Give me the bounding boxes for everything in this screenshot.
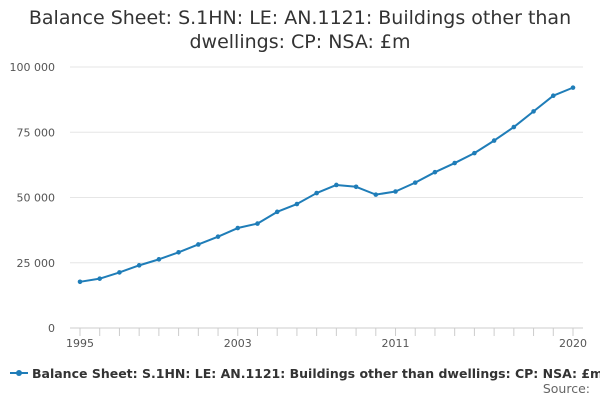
legend[interactable]: Balance Sheet: S.1HN: LE: AN.1121: Build…: [10, 364, 600, 382]
data-point[interactable]: [314, 190, 319, 196]
data-point[interactable]: [274, 209, 280, 215]
y-tick-label: 50 000: [17, 192, 56, 205]
data-point[interactable]: [570, 85, 576, 90]
series-line[interactable]: [79, 86, 574, 283]
y-tick-label: 75 000: [17, 126, 56, 139]
y-tick-label: 25 000: [17, 257, 56, 270]
data-point[interactable]: [255, 221, 260, 226]
legend-label: Balance Sheet: S.1HN: LE: AN.1121: Build…: [32, 365, 600, 381]
data-point[interactable]: [531, 109, 536, 114]
data-point[interactable]: [491, 138, 497, 143]
data-point[interactable]: [196, 242, 201, 247]
data-point[interactable]: [452, 160, 457, 166]
data-point[interactable]: [373, 192, 379, 197]
data-point[interactable]: [511, 124, 517, 130]
data-point[interactable]: [550, 93, 556, 99]
data-point[interactable]: [176, 250, 181, 255]
x-tick-label: 2003: [224, 337, 252, 350]
legend-swatch: [10, 370, 28, 376]
x-tick-label: 2020: [559, 337, 587, 350]
chart-title-line-1: Balance Sheet: S.1HN: LE: AN.1121: Build…: [28, 7, 572, 29]
data-point[interactable]: [77, 279, 83, 285]
chart-title-line-2: dwellings: CP: NSA: £m: [189, 31, 411, 53]
data-point[interactable]: [393, 189, 398, 194]
chart-title: Balance Sheet: S.1HN: LE: AN.1121: Build…: [0, 6, 600, 54]
data-point[interactable]: [136, 263, 142, 268]
data-point[interactable]: [472, 150, 477, 156]
data-point[interactable]: [412, 180, 418, 185]
x-tick-label: 1995: [66, 337, 94, 350]
x-tick-label: 2011: [382, 337, 410, 350]
data-point[interactable]: [235, 225, 241, 231]
y-tick-label: 0: [48, 322, 55, 335]
data-point[interactable]: [156, 257, 162, 262]
data-point[interactable]: [97, 276, 103, 281]
data-point[interactable]: [294, 201, 300, 207]
source-label: Source:: [542, 381, 590, 396]
data-point[interactable]: [215, 234, 221, 239]
data-point[interactable]: [353, 184, 359, 190]
y-tick-label: 100 000: [10, 61, 56, 74]
data-point[interactable]: [334, 182, 339, 188]
data-point[interactable]: [117, 270, 122, 275]
data-point[interactable]: [432, 169, 438, 175]
